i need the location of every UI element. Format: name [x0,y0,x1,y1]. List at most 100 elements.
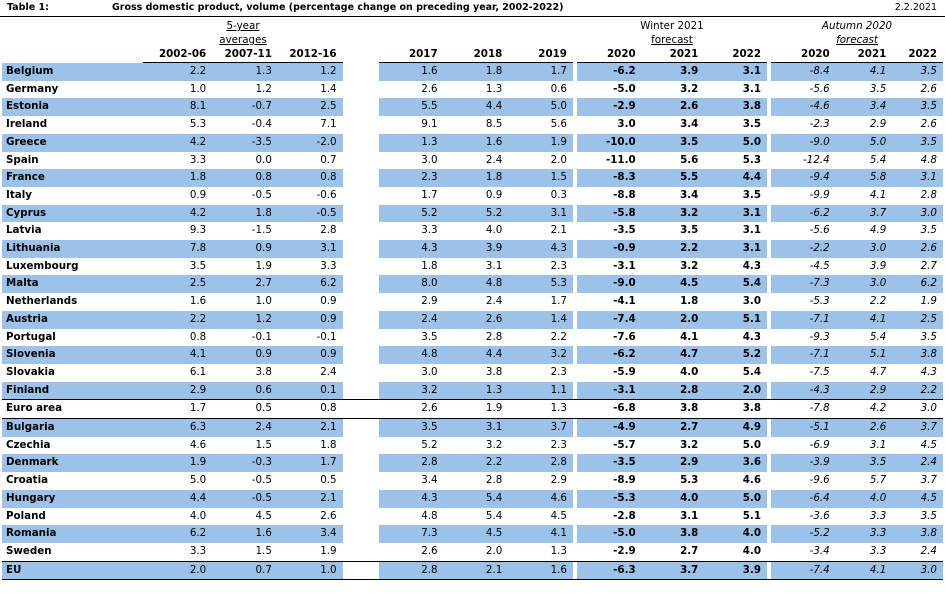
value-cell: 6.1 [189,365,207,378]
value-cell: -4.6 [771,98,836,117]
value-cell: -3.5 [577,454,642,473]
value-cell: 4.2 [143,133,213,152]
value-cell: 1.8 [143,169,213,187]
country-name: EU [2,560,144,581]
value-cell: 5.3 [189,118,207,131]
value-cell: 4.0 [742,544,761,557]
value-cell: 2.6 [421,82,438,95]
value-cell: 3.1 [892,169,943,187]
value-cell: 0.6 [550,82,567,95]
table-date: 2.2.2021 [894,2,937,13]
value-cell: 2.2 [641,240,705,258]
table-row: Finland 2.9 0.6 0.1 3.2 1.3 1.1 -3.1 2.8 2.0 -4.3 2… [2,381,943,400]
value-cell: 2.4 [212,418,278,437]
group-header-row-2: averages forecast forecast [2,33,943,47]
value-cell: 4.5 [892,489,943,508]
value-cell: 2.6 [378,399,444,419]
value-cell: 4.3 [920,365,937,378]
value-cell: 2.1 [443,560,509,581]
value-cell: 8.0 [378,275,444,294]
value-cell: 5.1 [704,310,767,329]
value-cell: 3.4 [277,525,343,543]
table-row: Netherlands 1.6 1.0 0.9 2.9 2.4 1.7 -4.1 1.8 3.0 -… [2,293,943,311]
value-cell: 2.4 [920,544,937,557]
value-cell: 5.4 [443,489,509,508]
value-cell: 4.1 [143,346,213,364]
value-cell: -9.6 [809,474,830,487]
value-cell: 0.5 [320,474,337,487]
value-cell: 3.0 [742,295,761,308]
table-row: Croatia 5.0 -0.5 0.5 3.4 2.8 2.9 -8.9 5.3 4.6 -9.6… [2,472,943,490]
value-cell: 3.4 [421,474,438,487]
value-cell: 2.8 [485,330,503,343]
value-cell: 4.4 [443,346,509,364]
winter-group-sublabel: forecast [651,34,693,46]
value-cell: 3.6 [704,454,767,473]
value-cell: 3.7 [508,418,573,437]
value-cell: 1.9 [255,259,272,272]
value-cell: 3.1 [742,224,761,237]
value-cell: 4.5 [641,275,705,294]
value-cell: -2.3 [809,118,830,131]
value-cell: 6.2 [277,275,343,294]
country-name: Spain [6,153,39,166]
value-cell: -5.3 [577,489,642,508]
value-cell: 2.1 [550,224,567,237]
value-cell: 1.8 [320,438,337,451]
value-cell: 3.2 [378,381,444,400]
table-row: Belgium 2.2 1.3 1.2 1.6 1.8 1.7 -6.2 3.9 3.1 -8.4 4… [2,62,943,81]
value-cell: 2.6 [920,82,937,95]
value-cell: 1.5 [508,169,573,187]
value-cell: 3.1 [443,418,509,437]
value-cell: 3.5 [920,224,937,237]
value-cell: 1.2 [212,310,278,329]
value-cell: 1.8 [443,62,509,81]
value-cell: 1.8 [212,204,278,223]
value-cell: 0.3 [550,188,567,201]
value-cell: 2.2 [143,62,213,81]
value-cell: 7.8 [143,240,213,258]
value-cell: 3.5 [920,330,937,343]
value-cell: 4.1 [869,188,887,201]
value-cell: 2.0 [704,381,767,400]
value-cell: 1.6 [212,525,278,543]
value-cell: 3.8 [892,525,943,543]
value-cell: -8.3 [577,169,642,187]
value-cell: 0.9 [277,310,343,329]
country-name: France [2,169,144,187]
value-cell: 3.0 [835,240,893,258]
value-cell: 1.6 [189,295,207,308]
country-name: Slovenia [2,346,144,364]
country-name: Lithuania [2,240,144,258]
value-cell: 1.7 [421,188,438,201]
value-cell: 1.7 [550,295,567,308]
value-cell: 1.6 [378,62,444,81]
value-cell: 0.7 [320,153,337,166]
table-row: Slovakia 6.1 3.8 2.4 3.0 3.8 2.3 -5.9 4.0 5.4 -7.5… [2,364,943,382]
value-cell: -6.2 [577,346,642,364]
value-cell: 3.3 [835,525,893,543]
value-cell: -7.1 [771,310,836,329]
value-cell: -2.9 [613,544,636,557]
value-cell: 0.9 [485,188,503,201]
value-cell: 2.8 [320,224,337,237]
value-cell: 3.5 [189,259,207,272]
value-cell: 3.5 [920,509,937,522]
value-cell: -5.2 [771,525,836,543]
value-cell: 2.5 [143,275,213,294]
value-cell: -6.9 [809,438,830,451]
value-cell: 5.1 [835,346,893,364]
table-row: Malta 2.5 2.7 6.2 8.0 4.8 5.3 -9.0 4.5 5.4 -7.3 3.0… [2,275,943,294]
value-cell: -5.6 [809,82,830,95]
value-cell: 1.0 [277,560,343,581]
value-cell: 3.3 [189,153,207,166]
value-cell: 3.8 [641,399,705,419]
five-year-group-label: 5-year [226,20,260,32]
value-cell: 3.2 [680,82,699,95]
value-cell: 3.3 [869,509,887,522]
value-cell: -9.0 [577,275,642,294]
value-cell: 2.6 [892,240,943,258]
table-row: Slovenia 4.1 0.9 0.9 4.8 4.4 3.2 -6.2 4.7 5.2 -7.1… [2,346,943,364]
value-cell: 0.9 [277,346,343,364]
value-cell: 1.2 [255,82,272,95]
